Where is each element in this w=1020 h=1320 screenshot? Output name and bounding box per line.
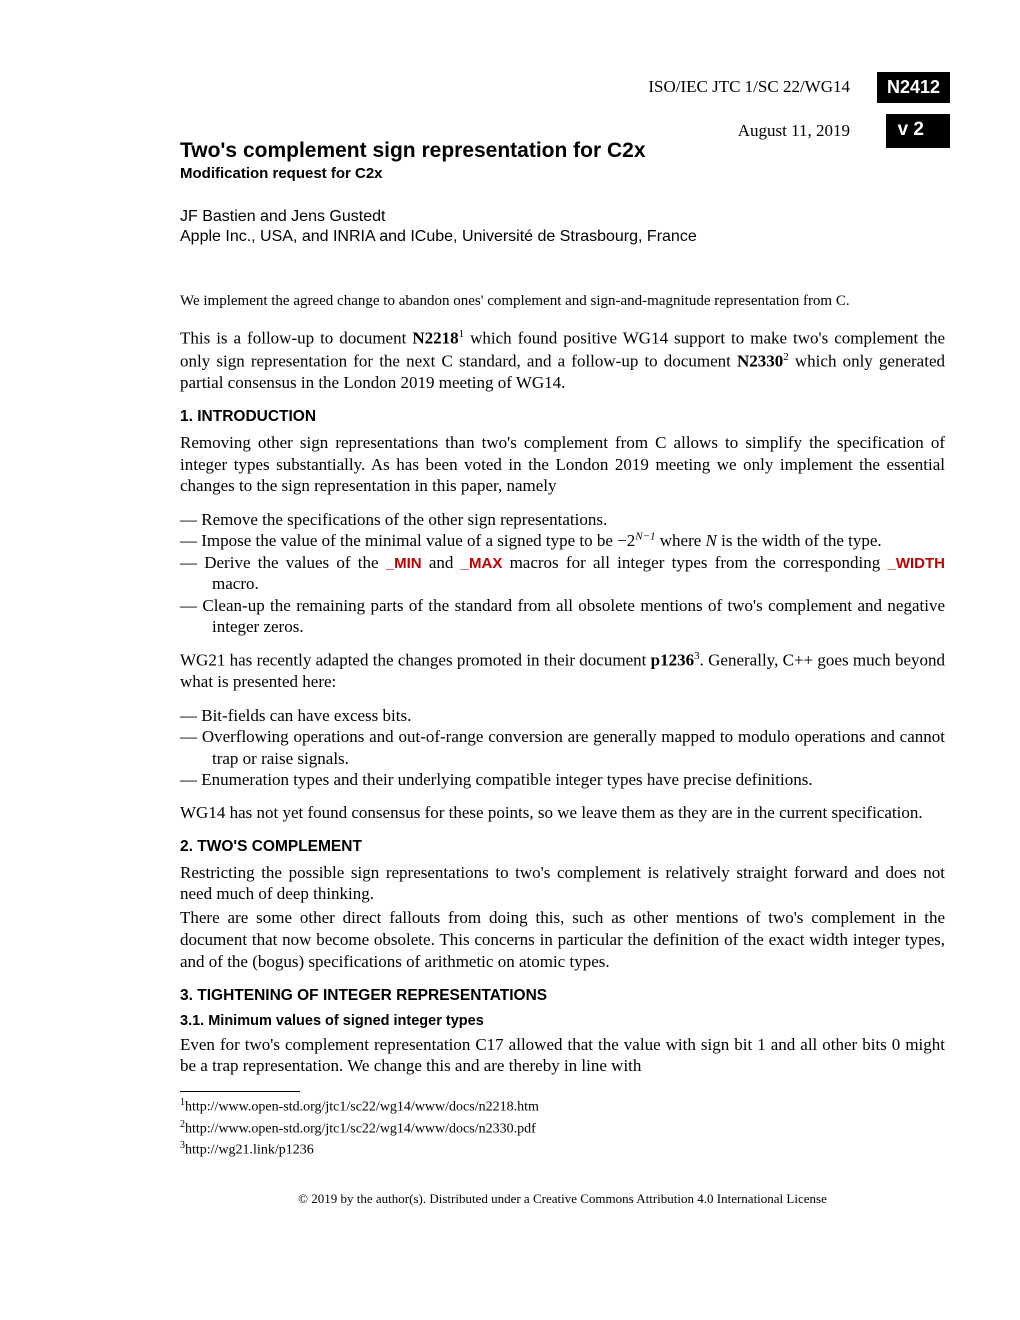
section-1-para-1: Removing other sign representations than… <box>180 432 945 497</box>
section-3-1-heading: 3.1. Minimum values of signed integer ty… <box>180 1013 945 1029</box>
exponent: N−1 <box>635 531 655 543</box>
list-item: Remove the specifications of the other s… <box>180 509 945 530</box>
macro-width: _WIDTH <box>888 555 946 572</box>
list-item: Bit-fields can have excess bits. <box>180 705 945 726</box>
doc-number-badge: N2412 <box>877 72 950 103</box>
iso-committee: ISO/IEC JTC 1/SC 22/WG14 <box>648 77 850 97</box>
affiliation: Apple Inc., USA, and INRIA and ICube, Un… <box>180 228 945 246</box>
ref-p1236: p1236 <box>651 651 694 670</box>
section-1-para-3: WG14 has not yet found consensus for the… <box>180 802 945 824</box>
footnote-3: 3http://wg21.link/p1236 <box>180 1139 945 1161</box>
footnote-url: http://wg21.link/p1236 <box>185 1143 314 1158</box>
section-3-heading: 3. TIGHTENING OF INTEGER REPRESENTATIONS <box>180 987 945 1005</box>
page: ISO/IEC JTC 1/SC 22/WG14 N2412 August 11… <box>0 0 1020 1247</box>
var-n: N <box>706 531 717 550</box>
footnote-rule <box>180 1091 300 1092</box>
license-text: © 2019 by the author(s). Distributed und… <box>180 1191 945 1207</box>
text: macros for all integer types from the co… <box>502 553 887 572</box>
version-badge: v 2 <box>886 114 950 148</box>
list-item: Impose the value of the minimal value of… <box>180 530 945 551</box>
section-2-para-2: There are some other direct fallouts fro… <box>180 907 945 972</box>
list-item: Enumeration types and their underlying c… <box>180 769 945 790</box>
text: macro. <box>212 574 259 593</box>
text: WG21 has recently adapted the changes pr… <box>180 651 651 670</box>
section-1-para-2: WG21 has recently adapted the changes pr… <box>180 649 945 693</box>
section-2-heading: 2. TWO'S COMPLEMENT <box>180 838 945 856</box>
authors: JF Bastien and Jens Gustedt <box>180 208 945 226</box>
section-3-para-1: Even for two's complement representation… <box>180 1034 945 1078</box>
section-2-para-1: Restricting the possible sign representa… <box>180 862 945 905</box>
footnote-url: http://www.open-std.org/jtc1/sc22/wg14/w… <box>185 1100 539 1115</box>
doc-date: August 11, 2019 <box>738 121 850 141</box>
ref-n2330: N2330 <box>737 351 783 370</box>
text: This is a follow-up to document <box>180 329 412 348</box>
text: where <box>656 531 706 550</box>
intro-changes-list: Remove the specifications of the other s… <box>180 509 945 637</box>
doc-subtitle: Modification request for C2x <box>180 165 945 182</box>
abstract: We implement the agreed change to abando… <box>180 291 945 311</box>
list-item: Overflowing operations and out-of-range … <box>180 726 945 769</box>
footnote-url: http://www.open-std.org/jtc1/sc22/wg14/w… <box>185 1121 536 1136</box>
cpp-differences-list: Bit-fields can have excess bits. Overflo… <box>180 705 945 790</box>
macro-min: _MIN <box>386 555 422 572</box>
footnote-2: 2http://www.open-std.org/jtc1/sc22/wg14/… <box>180 1118 945 1140</box>
section-1-heading: 1. INTRODUCTION <box>180 408 945 426</box>
header-line-2: August 11, 2019 v 2 <box>180 119 945 153</box>
text: Impose the value of the minimal value of… <box>201 531 635 550</box>
header-line-1: ISO/IEC JTC 1/SC 22/WG14 N2412 <box>180 75 945 103</box>
list-item: Clean-up the remaining parts of the stan… <box>180 595 945 638</box>
followup-paragraph: This is a follow-up to document N22181 w… <box>180 327 945 394</box>
text: and <box>422 553 461 572</box>
text: Derive the values of the <box>204 553 386 572</box>
ref-n2218: N2218 <box>412 329 458 348</box>
macro-max: _MAX <box>461 555 503 572</box>
footnote-1: 1http://www.open-std.org/jtc1/sc22/wg14/… <box>180 1096 945 1118</box>
list-item: Derive the values of the _MIN and _MAX m… <box>180 552 945 595</box>
text: is the width of the type. <box>717 531 882 550</box>
